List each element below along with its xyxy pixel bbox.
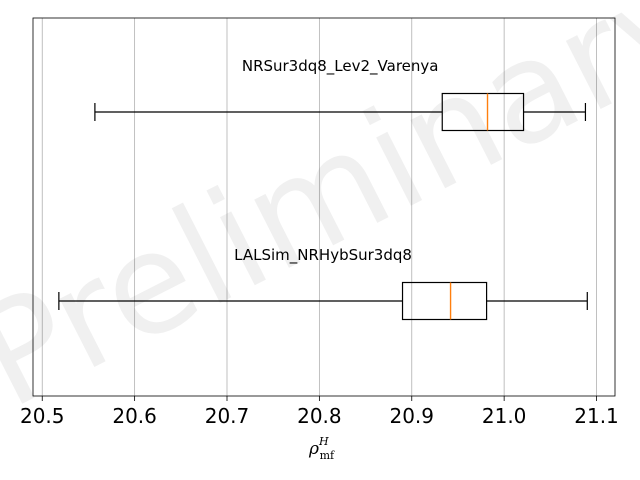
x-tick-label: 20.6 <box>112 404 157 428</box>
box-iqr <box>401 281 488 321</box>
x-axis-label: ρH mf <box>308 435 335 462</box>
box-1: NRSur3dq8_Lev2_Varenya <box>94 57 587 132</box>
box-2: LALSim_NRHybSur3dq8 <box>58 246 588 321</box>
x-tick-label: 21.0 <box>482 404 527 428</box>
x-tick-label: 21.1 <box>574 404 619 428</box>
x-tick-label: 20.8 <box>297 404 342 428</box>
plot-frame <box>32 17 616 397</box>
box-label: LALSim_NRHybSur3dq8 <box>234 246 412 265</box>
boxes-layer: NRSur3dq8_Lev2_Varenya LALSim_NRHybSur3dq… <box>58 57 588 321</box>
x-axis-label-base: ρ <box>308 439 319 459</box>
x-tick-label: 20.9 <box>389 404 434 428</box>
x-axis-ticks: 20.5 20.6 20.7 20.8 20.9 21.0 21.1 <box>20 396 619 428</box>
grid-lines <box>41 18 597 396</box>
box-iqr <box>441 92 525 132</box>
x-tick-label: 20.5 <box>20 404 65 428</box>
x-axis-label-subscript: mf <box>320 449 335 462</box>
x-tick-label: 20.7 <box>205 404 250 428</box>
box-label: NRSur3dq8_Lev2_Varenya <box>242 57 439 76</box>
x-axis-label-superscript: H <box>318 435 329 448</box>
